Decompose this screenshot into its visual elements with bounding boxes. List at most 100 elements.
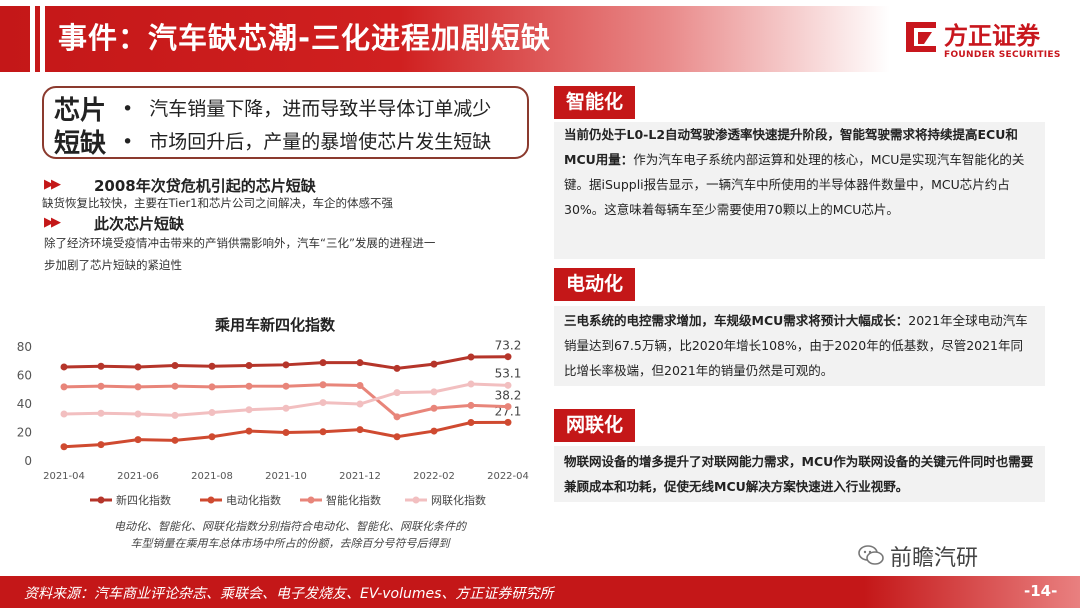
series-point-0 — [171, 362, 179, 370]
series-point-1 — [208, 433, 216, 441]
y-tick-label: 40 — [17, 397, 32, 411]
section-text: 缺货恢复比较快，主要在Tier1和芯片公司之间解决，车企的体感不强 — [42, 196, 393, 210]
chip-point-1-text: 汽车销量下降，进而导致半导体订单减少 — [149, 98, 492, 120]
series-point-2 — [282, 382, 290, 390]
tab-electric: 电动化 — [554, 268, 636, 301]
data-label: 38.2 — [495, 389, 522, 403]
series-point-2 — [393, 413, 401, 421]
footer-source: 资料来源：汽车商业评论杂志、乘联会、电子发烧友、EV-volumes、方正证券研… — [24, 586, 554, 602]
chip-point-1: • 汽车销量下降，进而导致半导体订单减少 — [122, 94, 491, 121]
chart-note: 电动化、智能化、网联化指数分别指符合电动化、智能化、网联化条件的 车型销量在乘用… — [90, 518, 490, 552]
page-title: 事件：汽车缺芯潮-三化进程加剧短缺 — [58, 21, 552, 55]
series-point-3 — [60, 410, 68, 418]
panel-intelligent: 当前仍处于L0-L2自动驾驶渗透率快速提升阶段，智能驾驶需求将持续提高ECU和M… — [554, 122, 1045, 259]
series-point-0 — [319, 359, 327, 367]
series-point-0 — [430, 360, 438, 368]
section-title: 此次芯片短缺 — [94, 215, 185, 233]
series-point-2 — [430, 404, 438, 412]
logo-name: 方正证券 — [944, 22, 1040, 50]
bullet-icon: • — [122, 98, 134, 120]
title-bar — [0, 6, 890, 72]
logo-english: FOUNDER SECURITIES — [944, 50, 1061, 60]
series-point-2 — [60, 383, 68, 391]
panel-connected-bold: 物联网设备的增多提升了对联网能力需求，MCU作为联网设备的关键元件同时也需要兼顾… — [564, 454, 1034, 494]
series-point-3 — [504, 381, 512, 389]
chip-point-2-text: 市场回升后，产量的暴增使芯片发生短缺 — [149, 131, 492, 153]
series-point-3 — [430, 388, 438, 396]
x-tick-label: 2021-12 — [339, 471, 381, 482]
chart-svg: 乘用车新四化指数 0 20 40 60 80 2021-04 2021-06 2021-08 20… — [17, 316, 529, 507]
watermark-text: 前瞻汽研 — [890, 546, 979, 571]
series-point-2 — [171, 382, 179, 390]
series-point-2 — [504, 403, 512, 411]
y-tick-label: 60 — [17, 369, 32, 383]
chip-shortage-box: 芯片 短缺 • 汽车销量下降，进而导致半导体订单减少 • 市场回升后，产量的暴增使芯… — [42, 86, 529, 159]
series-point-2 — [319, 381, 327, 389]
panel-connected: 物联网设备的增多提升了对联网能力需求，MCU作为联网设备的关键元件同时也需要兼顾… — [554, 446, 1045, 502]
series-point-0 — [134, 363, 142, 371]
panel-electric-bold: 三电系统的电控需求增加，车规级MCU需求将预计大幅成长： — [564, 313, 909, 328]
series-point-0 — [208, 362, 216, 370]
series-point-3 — [171, 411, 179, 419]
section-text-line1: 除了经济环境受疫情冲击带来的产销供需影响外，汽车“三化”发展的进程进一 — [44, 236, 436, 250]
section-text: 除了经济环境受疫情冲击带来的产销供需影响外，汽车“三化”发展的进程进一 步加剧了… — [44, 232, 534, 276]
series-point-1 — [430, 427, 438, 435]
legend-label: 智能化指数 — [326, 493, 381, 507]
series-point-0 — [467, 353, 475, 361]
series-point-0 — [356, 359, 364, 367]
logo-mark-icon — [906, 22, 936, 52]
panel-electric: 三电系统的电控需求增加，车规级MCU需求将预计大幅成长：2021年全球电动汽车销… — [554, 306, 1045, 386]
series-point-1 — [245, 427, 253, 435]
series-point-1 — [393, 433, 401, 441]
legend-marker — [412, 496, 420, 504]
page-number: -14- — [1024, 582, 1058, 600]
wechat-icon — [858, 544, 884, 572]
double-arrow-icon: ▶▶ — [44, 215, 61, 230]
data-label: 27.1 — [495, 404, 522, 418]
series-point-0 — [504, 353, 512, 361]
chart-note-line1: 电动化、智能化、网联化指数分别指符合电动化、智能化、网联化条件的 — [114, 520, 466, 533]
x-tick-label: 2022-02 — [413, 471, 455, 482]
legend-label: 新四化指数 — [116, 493, 171, 507]
section-current-shortage: ▶▶ 此次芯片短缺 — [44, 213, 524, 237]
x-tick-label: 2021-04 — [43, 471, 85, 482]
series-point-2 — [208, 383, 216, 391]
series-point-0 — [245, 362, 253, 370]
series-point-0 — [60, 363, 68, 371]
series-point-1 — [504, 418, 512, 426]
line-chart: 乘用车新四化指数 0 20 40 60 80 2021-04 2021-06 2021-08 20… — [0, 300, 540, 540]
series-point-2 — [97, 382, 105, 390]
x-tick-label: 2021-10 — [265, 471, 307, 482]
y-tick-label: 20 — [17, 426, 32, 440]
section-title: 2008年次贷危机引起的芯片短缺 — [94, 177, 316, 195]
chip-label-line1: 芯片 — [54, 96, 107, 126]
chart-title: 乘用车新四化指数 — [214, 316, 336, 334]
series-point-1 — [319, 428, 327, 436]
series-point-1 — [171, 436, 179, 444]
company-logo: 方正证券 FOUNDER SECURITIES — [902, 16, 1072, 66]
series-point-1 — [282, 429, 290, 436]
wechat-glyph — [858, 545, 884, 565]
series-point-1 — [134, 436, 142, 444]
series-point-3 — [134, 410, 142, 418]
chip-point-2: • 市场回升后，产量的暴增使芯片发生短缺 — [122, 127, 491, 154]
legend-marker — [97, 496, 105, 504]
series-point-3 — [97, 409, 105, 417]
chart-note-line2: 车型销量在乘用车总体市场中所占的份额，去除百分号符号后得到 — [130, 537, 450, 550]
series-point-0 — [97, 362, 105, 370]
series-point-3 — [467, 380, 475, 388]
series-point-3 — [282, 404, 290, 412]
x-tick-label: 2021-06 — [117, 471, 159, 482]
panel-intelligent-bold: 当前仍处于L0-L2自动驾驶渗透率快速提升阶段，智能驾驶需求将持续提高ECU和M… — [564, 127, 1018, 167]
double-arrow-icon: ▶▶ — [44, 177, 61, 192]
data-label: 53.1 — [495, 366, 522, 380]
series-point-2 — [245, 382, 253, 390]
bullet-icon: • — [122, 131, 134, 153]
series-point-1 — [97, 441, 105, 449]
series-point-3 — [245, 406, 253, 414]
title-stripe — [40, 6, 45, 72]
series-point-3 — [356, 400, 364, 408]
tab-connected: 网联化 — [554, 409, 636, 442]
title-stripe — [30, 6, 35, 72]
data-label: 73.2 — [495, 339, 522, 353]
